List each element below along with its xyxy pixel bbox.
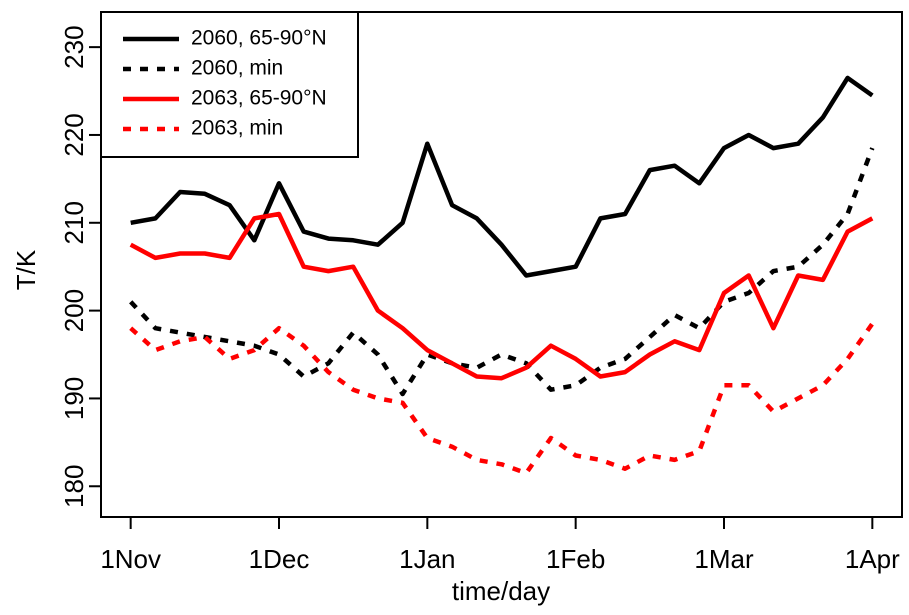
legend-label: 2063, min <box>191 117 283 140</box>
y-axis-label: T/K <box>11 249 41 290</box>
y-tick-label: 200 <box>59 289 89 332</box>
plot-frame <box>100 11 903 518</box>
y-tick-label: 210 <box>59 201 89 244</box>
y-tick-label: 180 <box>59 465 89 508</box>
x-tick-label: 1Dec <box>249 544 310 574</box>
x-tick-label: 1Apr <box>845 544 900 574</box>
series-line <box>129 147 875 397</box>
y-tick-label: 190 <box>59 377 89 420</box>
x-tick-label: 1Nov <box>100 544 161 574</box>
legend-label: 2060, min <box>191 57 283 80</box>
legend-label: 2063, 65-90°N <box>191 87 327 110</box>
series-line <box>129 211 874 381</box>
series-line <box>130 75 874 278</box>
series-line <box>129 322 875 476</box>
x-tick-label: 1Mar <box>694 544 754 574</box>
y-tick-label: 220 <box>59 113 89 156</box>
y-tick-label: 230 <box>59 25 89 68</box>
legend-label: 2060, 65-90°N <box>191 27 327 50</box>
legend-box <box>100 11 359 158</box>
x-tick-label: 1Feb <box>546 544 605 574</box>
x-tick-label: 1Jan <box>399 544 455 574</box>
x-axis-label: time/day <box>452 576 550 606</box>
